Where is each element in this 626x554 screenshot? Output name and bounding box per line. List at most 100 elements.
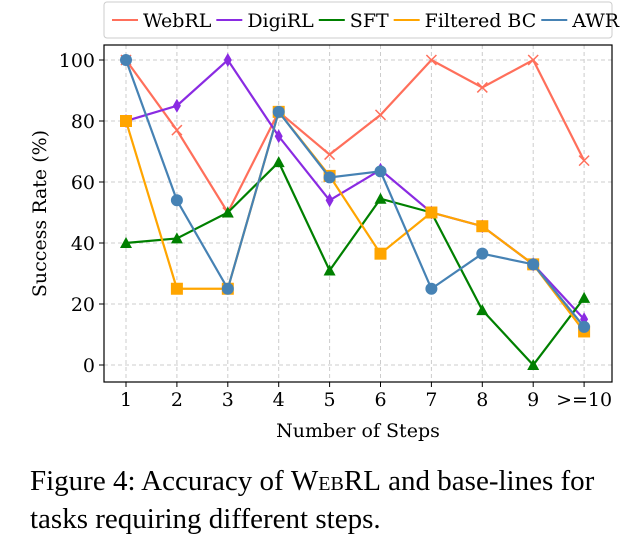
x-marker (578, 155, 590, 167)
data-point-marker (476, 81, 488, 93)
triangle-marker (374, 192, 387, 204)
x-tick-label: 3 (222, 389, 234, 411)
triangle-marker (527, 359, 540, 370)
data-point-marker (172, 98, 181, 113)
x-tick-label: 2 (171, 389, 183, 411)
series-awr (120, 54, 591, 333)
x-tick-label: 6 (374, 389, 386, 411)
x-tick-label: 5 (324, 389, 336, 411)
line-chart: 0 20 40 60 80 100 1 2 3 4 5 6 7 8 9 >=10 Number of Steps… (29, 1, 620, 442)
square-marker (120, 115, 132, 127)
legend-label: Filtered BC (425, 10, 537, 32)
data-point-marker (425, 54, 437, 66)
series-line (125, 160, 585, 367)
caption-suffix: and base-lines for tasks requiring diffe… (30, 465, 595, 535)
plot-frame (103, 44, 613, 383)
data-point-marker (223, 53, 232, 67)
data-point-marker (578, 320, 591, 333)
y-axis-label: Success Rate (%) (29, 130, 51, 297)
data-point-marker (425, 282, 438, 295)
data-point-marker (171, 124, 183, 136)
figure-caption: Figure 4: Accuracy of WebRL and base-lin… (30, 462, 620, 538)
y-tick-label: 80 (71, 111, 95, 133)
y-tick-label: 20 (71, 294, 95, 316)
square-marker (425, 206, 438, 219)
x-tick-label: >=10 (556, 389, 612, 411)
data-point-marker (476, 220, 489, 233)
series-line (125, 58, 585, 320)
circle-marker (476, 247, 489, 260)
diamond-marker (325, 193, 334, 208)
data-point-marker (374, 165, 387, 178)
data-point-marker (476, 304, 489, 316)
x-axis-label: Number of Steps (276, 420, 440, 442)
data-point-marker (170, 232, 183, 244)
legend-label: WebRL (143, 10, 212, 32)
legend-label: SFT (350, 10, 389, 32)
data-point-marker (323, 264, 336, 276)
data-point-marker (170, 194, 183, 207)
series-webrl (120, 54, 590, 219)
legend-label: DigiRL (247, 10, 314, 32)
x-marker (171, 124, 183, 136)
x-tick-label: 4 (273, 389, 285, 411)
data-point-marker (476, 247, 489, 260)
y-tick-label: 60 (71, 172, 95, 194)
triangle-marker (323, 264, 336, 276)
data-point-marker (527, 258, 540, 271)
x-tick-label: 1 (120, 389, 132, 411)
circle-marker (323, 171, 336, 184)
data-point-marker (120, 54, 132, 66)
data-point-marker (578, 291, 591, 303)
triangle-marker (170, 232, 183, 244)
circle-marker (170, 194, 183, 207)
series-line (125, 58, 586, 215)
x-tick-label: 9 (527, 389, 539, 411)
data-point-marker (425, 206, 438, 219)
caption-method-name: WebRL (290, 465, 381, 497)
triangle-marker (120, 237, 132, 248)
data-point-marker (527, 359, 540, 370)
series-sft (120, 156, 591, 370)
triangle-marker (221, 206, 234, 218)
data-point-marker (374, 247, 387, 260)
legend: WebRL DigiRL SFT Filtered BC AWR (103, 1, 620, 39)
data-point-marker (221, 206, 234, 218)
data-point-marker (170, 282, 183, 295)
data-point-marker (374, 192, 387, 204)
x-marker (527, 54, 539, 66)
diamond-marker (223, 53, 232, 67)
x-marker (425, 54, 437, 66)
data-point-marker (120, 115, 132, 127)
x-marker (374, 109, 387, 121)
circle-marker (221, 282, 234, 295)
square-marker (476, 220, 489, 233)
x-marker (324, 149, 336, 161)
y-tick-label: 0 (83, 355, 95, 377)
circle-marker (272, 105, 285, 118)
triangle-marker (272, 156, 285, 168)
x-marker (476, 81, 488, 93)
square-marker (374, 247, 387, 260)
circle-marker (578, 320, 591, 333)
series-filtered-bc (120, 105, 591, 338)
data-point-marker (272, 156, 285, 168)
circle-marker (120, 54, 132, 66)
series-line (124, 109, 585, 333)
data-point-marker (325, 193, 334, 208)
data-point-marker (374, 109, 387, 121)
x-tick-label: 8 (476, 389, 488, 411)
data-point-marker (527, 54, 539, 66)
circle-marker (527, 258, 540, 271)
series-digirl (122, 53, 589, 327)
data-point-marker (221, 282, 234, 295)
data-point-marker (272, 105, 285, 118)
triangle-marker (578, 291, 591, 303)
diamond-marker (274, 129, 283, 144)
x-tick-label: 7 (425, 389, 437, 411)
y-tick-label: 40 (71, 233, 95, 255)
data-point-marker (324, 149, 336, 161)
data-point-marker (274, 129, 283, 144)
caption-prefix: Figure 4: Accuracy of (30, 465, 291, 497)
data-point-marker (120, 237, 132, 248)
